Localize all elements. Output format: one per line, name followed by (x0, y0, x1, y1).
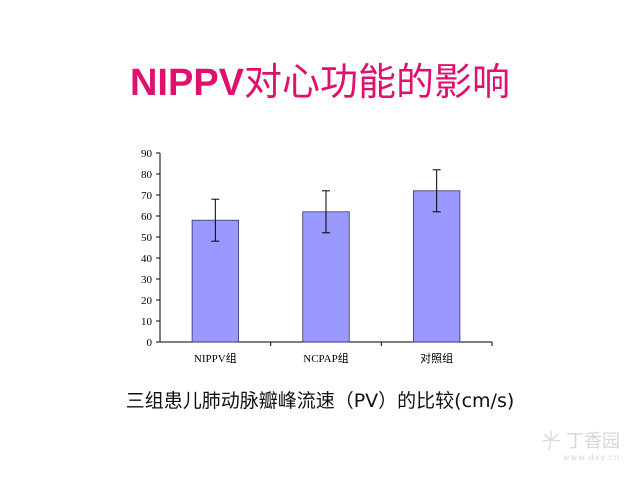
y-tick-label: 0 (147, 337, 153, 349)
page-title: NIPPV对心功能的影响 (0, 58, 640, 107)
bar (413, 190, 461, 343)
y-tick-label: 50 (141, 232, 153, 244)
x-tick-label: NCPAP组 (303, 351, 348, 365)
y-tick-label: 80 (141, 169, 153, 181)
dandelion-icon (541, 431, 561, 451)
watermark-brand: 丁香园 (566, 431, 620, 452)
title-latin: NIPPV (129, 62, 245, 104)
y-tick-label: 10 (141, 316, 153, 328)
x-tick-label: NIPPV组 (194, 351, 237, 365)
watermark-url: www.dxy.cn (563, 453, 620, 462)
y-tick-label: 20 (141, 295, 153, 307)
y-tick-label: 70 (141, 190, 153, 202)
y-tick-label: 90 (141, 148, 153, 160)
y-tick-label: 40 (141, 253, 153, 265)
watermark: 丁香园 www.dxy.cn (540, 427, 620, 462)
chart-caption: 三组患儿肺动脉瓣峰流速（PV）的比较(cm/s) (125, 390, 515, 412)
x-tick-label: 对照组 (420, 351, 453, 365)
title-cjk: 对心功能的影响 (244, 60, 511, 104)
bar (302, 211, 350, 343)
y-tick-label: 60 (141, 211, 153, 223)
y-tick-label: 30 (141, 274, 153, 286)
